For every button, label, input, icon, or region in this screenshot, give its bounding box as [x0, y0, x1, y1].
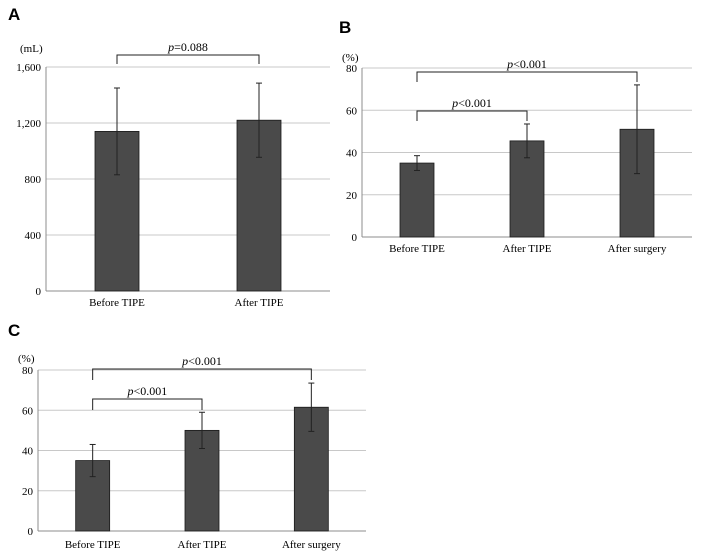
p-value: <0.001 — [458, 96, 492, 110]
significance-bracket — [416, 110, 528, 121]
p-value: <0.001 — [188, 354, 222, 368]
y-tick-label: 1,200 — [16, 118, 41, 130]
y-axis-unit: (mL) — [20, 43, 43, 55]
p-value: <0.001 — [513, 57, 547, 71]
y-tick-label: 0 — [352, 232, 358, 244]
x-category-label: Before TIPE — [89, 297, 145, 309]
y-tick-label: 0 — [28, 526, 34, 538]
y-tick-label: 80 — [346, 63, 358, 75]
chart-panel-a: A (mL) 0 400 800 1,200 1,600 Before TIPE After T… — [8, 5, 330, 309]
x-category-label: Before TIPE — [65, 539, 121, 551]
p-symbol: p — [451, 96, 458, 110]
significance-bracket — [416, 71, 638, 82]
y-tick-label: 400 — [25, 230, 42, 242]
y-tick-label: 60 — [346, 105, 358, 117]
x-category-label: After TIPE — [178, 539, 227, 551]
panel-label: B — [339, 18, 351, 37]
significance-label: p<0.001 — [126, 384, 167, 398]
y-tick-label: 80 — [22, 365, 34, 377]
y-tick-label: 800 — [25, 174, 42, 186]
p-symbol: p — [181, 354, 188, 368]
significance-bracket — [92, 368, 312, 380]
significance-label: p<0.001 — [451, 96, 492, 110]
significance-label: p<0.001 — [506, 57, 547, 71]
x-category-label: After TIPE — [235, 297, 284, 309]
y-tick-label: 20 — [22, 486, 34, 498]
p-symbol: p — [126, 384, 133, 398]
x-category-label: After surgery — [608, 243, 667, 255]
y-tick-label: 60 — [22, 405, 34, 417]
panel-label: C — [8, 321, 20, 340]
chart-panel-b: B (%) 0 20 40 60 80 Before TIPE After TIPE After … — [339, 18, 692, 255]
p-symbol: p — [167, 40, 174, 54]
p-symbol: p — [506, 57, 513, 71]
y-tick-label: 1,600 — [16, 62, 41, 74]
y-tick-label: 20 — [346, 190, 358, 202]
y-tick-label: 40 — [22, 446, 34, 458]
significance-bracket — [116, 54, 260, 64]
bar — [75, 460, 111, 532]
panel-label: A — [8, 5, 20, 24]
y-axis-unit: (%) — [342, 52, 359, 64]
p-value: <0.001 — [133, 384, 167, 398]
significance-bracket — [92, 398, 203, 410]
bar — [399, 162, 435, 238]
significance-label: p<0.001 — [181, 354, 222, 368]
y-axis-unit: (%) — [18, 353, 35, 365]
y-tick-label: 40 — [346, 148, 358, 160]
p-value: =0.088 — [174, 40, 208, 54]
chart-panel-c: C (%) 0 20 40 60 80 Before TIPE After TIPE After … — [8, 321, 366, 551]
significance-label: p=0.088 — [167, 40, 208, 54]
x-category-label: After surgery — [282, 539, 341, 551]
y-tick-label: 0 — [36, 286, 42, 298]
x-category-label: After TIPE — [503, 243, 552, 255]
x-category-label: Before TIPE — [389, 243, 445, 255]
